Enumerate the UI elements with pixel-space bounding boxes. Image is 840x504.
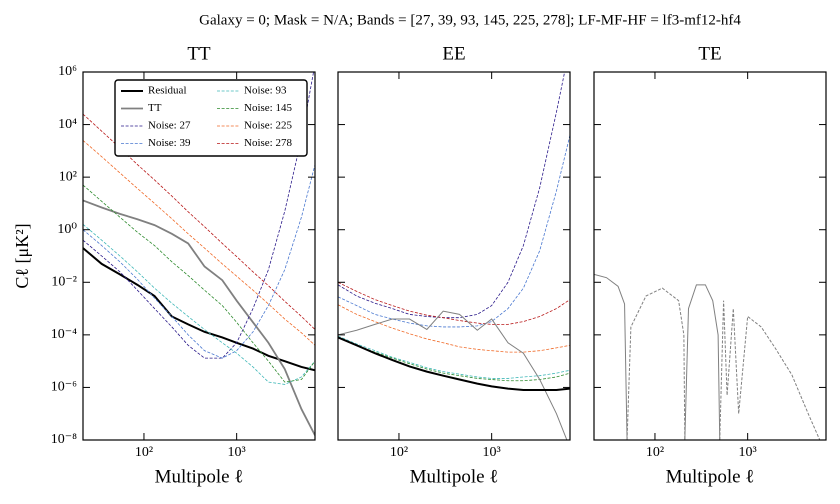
x-tick-label: 10³ xyxy=(228,445,246,460)
legend-label: Noise: 39 xyxy=(148,137,191,149)
legend-box xyxy=(114,79,308,157)
series-line xyxy=(338,337,570,382)
y-tick-label: 10⁰ xyxy=(57,222,77,237)
panel-title: TT xyxy=(187,43,211,64)
series-line xyxy=(338,310,568,440)
series-line xyxy=(83,199,315,436)
plot-area xyxy=(338,72,570,440)
x-tick-label: 10³ xyxy=(739,445,757,460)
y-tick-label: 10⁻⁸ xyxy=(51,432,77,447)
series-line xyxy=(83,140,315,346)
axes-frame xyxy=(593,71,827,441)
y-tick-label: 10⁶ xyxy=(58,64,77,79)
legend-label: Noise: 93 xyxy=(244,85,287,97)
legend-label: Residual xyxy=(148,85,187,97)
plot-area xyxy=(594,273,821,440)
x-tick-label: 10² xyxy=(390,445,408,460)
series-line xyxy=(83,72,314,359)
axes-frame xyxy=(337,71,571,441)
series-line xyxy=(83,184,315,383)
legend-label: Noise: 27 xyxy=(148,120,191,132)
x-axis-label: Multipole ℓ xyxy=(666,466,755,487)
y-tick-label: 10⁴ xyxy=(58,117,77,132)
x-axis-label: Multipole ℓ xyxy=(410,466,499,487)
legend-label: Noise: 145 xyxy=(244,102,292,114)
series-line xyxy=(338,281,570,325)
x-axis-label: Multipole ℓ xyxy=(155,466,244,487)
legend-label: TT xyxy=(148,102,162,114)
legend-label: Noise: 278 xyxy=(244,137,292,149)
y-tick-label: 10⁻² xyxy=(51,275,77,290)
panel-title: TE xyxy=(698,43,721,64)
series-line xyxy=(594,273,721,440)
x-tick-label: 10² xyxy=(646,445,664,460)
series-line xyxy=(338,335,570,379)
series-line xyxy=(83,164,315,359)
legend-label: Noise: 225 xyxy=(244,120,292,132)
series-line xyxy=(338,134,570,328)
series-line xyxy=(338,72,566,319)
y-tick-label: 10² xyxy=(59,169,77,184)
series-line xyxy=(83,224,315,385)
series-line xyxy=(626,287,821,440)
series-line xyxy=(338,336,570,391)
figure-title: Galaxy = 0; Mask = N/A; Bands = [27, 39,… xyxy=(199,12,741,28)
axes-frame xyxy=(82,71,316,441)
x-tick-label: 10³ xyxy=(483,445,501,460)
x-tick-label: 10² xyxy=(135,445,153,460)
panel-title: EE xyxy=(442,43,465,64)
series-line xyxy=(338,304,570,353)
y-tick-label: 10⁻⁶ xyxy=(51,380,77,395)
y-tick-label: 10⁻⁴ xyxy=(51,327,77,342)
y-axis-label: Cℓ [μK²] xyxy=(12,223,32,288)
